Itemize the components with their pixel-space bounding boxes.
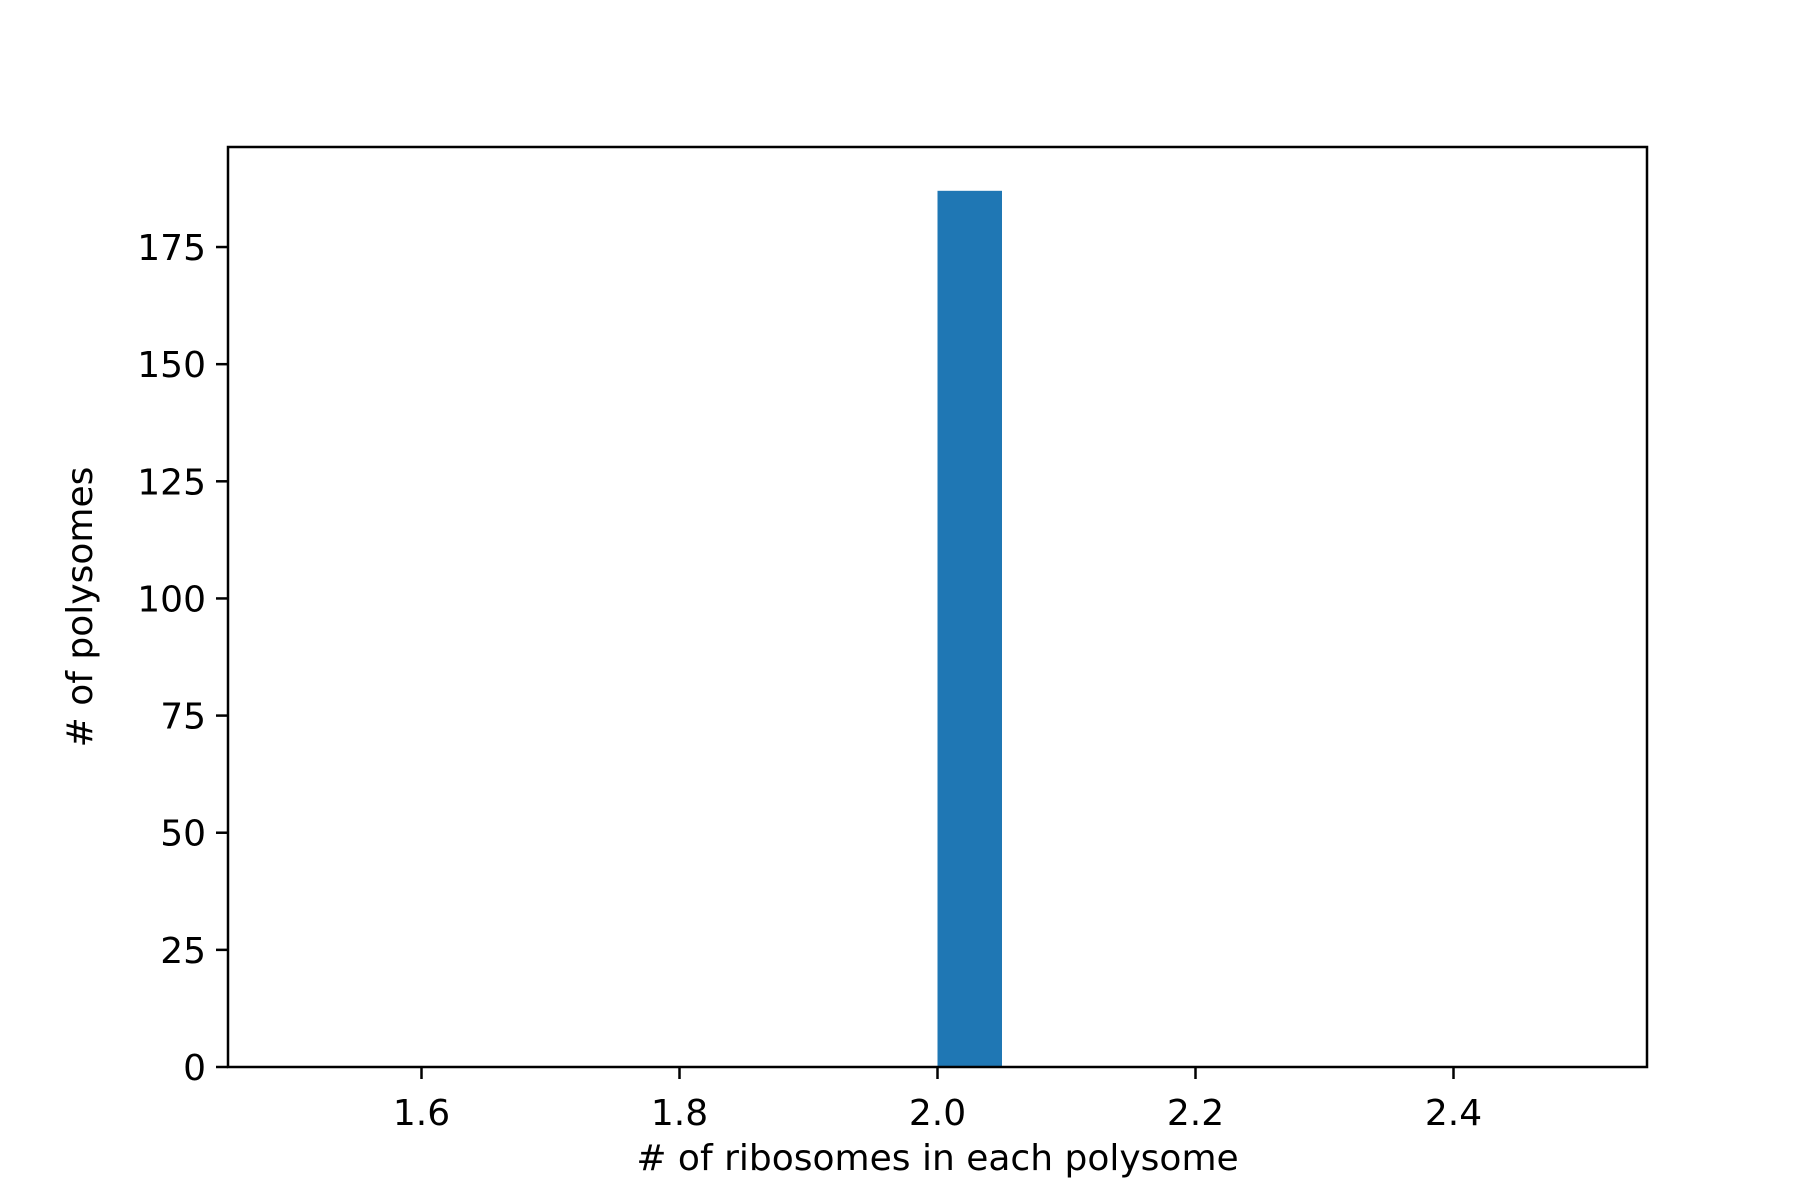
y-tick-label: 125 bbox=[137, 462, 206, 503]
y-axis-ticks: 0 25 50 75 100 125 150 175 bbox=[137, 228, 228, 1089]
y-tick-label: 50 bbox=[160, 814, 206, 855]
y-tick-label: 100 bbox=[137, 579, 206, 620]
y-tick-label: 75 bbox=[160, 697, 206, 738]
y-tick-label: 25 bbox=[160, 931, 206, 972]
x-tick-label: 1.8 bbox=[651, 1093, 708, 1134]
histogram-bar-0 bbox=[937, 190, 1002, 1068]
axes-frame bbox=[226, 145, 1649, 1069]
x-tick-label: 1.6 bbox=[393, 1093, 450, 1134]
x-tick-label: 2.2 bbox=[1167, 1093, 1224, 1134]
x-tick-label: 2.0 bbox=[909, 1093, 966, 1134]
x-tick-label: 2.4 bbox=[1425, 1093, 1482, 1134]
y-tick-label: 0 bbox=[183, 1048, 206, 1089]
y-axis-label: # of polysomes bbox=[60, 467, 101, 748]
bars-layer bbox=[937, 190, 1002, 1068]
x-axis-label: # of ribosomes in each polysome bbox=[636, 1138, 1238, 1179]
y-tick-label: 175 bbox=[137, 228, 206, 269]
x-axis-ticks: 1.6 1.8 2.0 2.2 2.4 bbox=[393, 1067, 1482, 1134]
y-tick-label: 150 bbox=[137, 345, 206, 386]
